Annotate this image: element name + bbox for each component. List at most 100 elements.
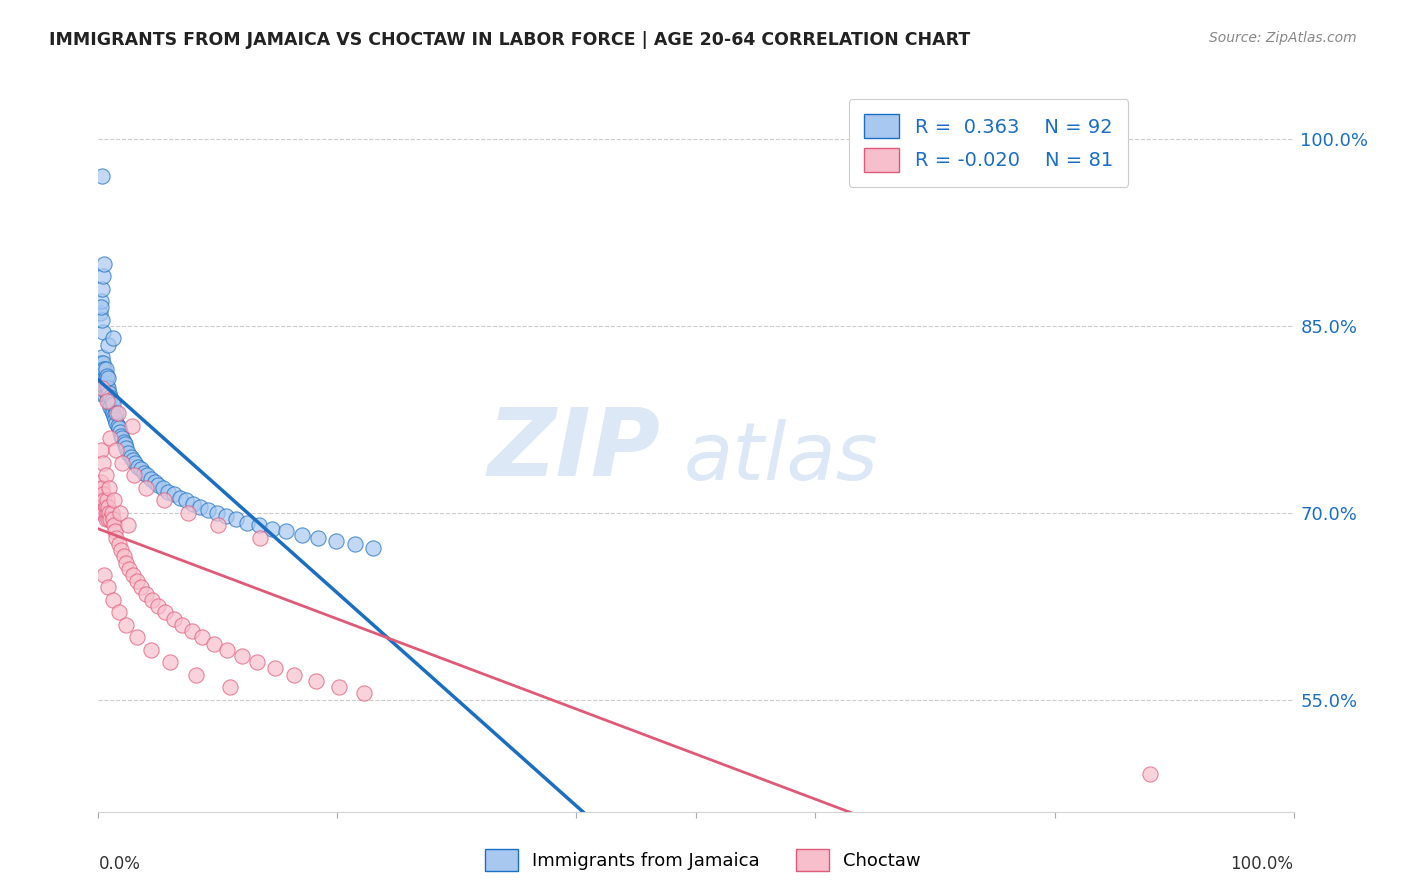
Point bbox=[97, 581, 120, 595]
Point bbox=[246, 655, 269, 669]
Point bbox=[197, 503, 219, 517]
Point bbox=[264, 661, 287, 675]
Point bbox=[93, 493, 115, 508]
Point bbox=[148, 478, 170, 492]
Point bbox=[89, 306, 111, 320]
Point bbox=[156, 484, 179, 499]
Point bbox=[124, 456, 146, 470]
Point bbox=[91, 371, 114, 385]
Point bbox=[101, 331, 124, 345]
Point bbox=[100, 506, 122, 520]
Point bbox=[90, 300, 112, 314]
Point bbox=[135, 587, 157, 601]
Point bbox=[93, 378, 115, 392]
Point bbox=[125, 630, 148, 644]
Point bbox=[104, 524, 127, 539]
Point bbox=[100, 393, 122, 408]
Point bbox=[101, 593, 124, 607]
Point bbox=[98, 431, 122, 445]
Point bbox=[363, 541, 385, 555]
Point bbox=[98, 512, 122, 526]
Text: ZIP: ZIP bbox=[488, 404, 661, 497]
Point bbox=[105, 443, 128, 458]
Point bbox=[97, 512, 120, 526]
Point bbox=[101, 397, 124, 411]
Point bbox=[152, 481, 174, 495]
Point bbox=[219, 680, 242, 694]
Point bbox=[108, 506, 131, 520]
Point bbox=[90, 487, 112, 501]
Point bbox=[153, 493, 176, 508]
Text: IMMIGRANTS FROM JAMAICA VS CHOCTAW IN LABOR FORCE | AGE 20-64 CORRELATION CHART: IMMIGRANTS FROM JAMAICA VS CHOCTAW IN LA… bbox=[49, 31, 970, 49]
Point bbox=[180, 624, 202, 639]
Point bbox=[217, 642, 239, 657]
Point bbox=[101, 512, 124, 526]
Point bbox=[96, 506, 118, 520]
Point bbox=[124, 468, 146, 483]
Point bbox=[107, 606, 129, 620]
Point bbox=[159, 655, 181, 669]
Point bbox=[132, 466, 155, 480]
Point bbox=[163, 612, 186, 626]
Point bbox=[107, 421, 129, 435]
Point bbox=[291, 528, 314, 542]
Point bbox=[98, 506, 121, 520]
Point bbox=[186, 667, 208, 681]
Point bbox=[135, 481, 157, 495]
Point bbox=[181, 497, 204, 511]
Point bbox=[91, 368, 114, 383]
Point bbox=[91, 169, 114, 184]
Point bbox=[112, 549, 135, 564]
Point bbox=[231, 648, 253, 663]
Point bbox=[260, 522, 283, 536]
Point bbox=[94, 512, 117, 526]
Point bbox=[91, 281, 114, 295]
Point bbox=[105, 531, 128, 545]
Point bbox=[97, 381, 120, 395]
Legend: Immigrants from Jamaica, Choctaw: Immigrants from Jamaica, Choctaw bbox=[478, 842, 928, 879]
Point bbox=[89, 362, 111, 376]
Point bbox=[105, 406, 128, 420]
Point bbox=[247, 518, 270, 533]
Text: 0.0%: 0.0% bbox=[98, 855, 141, 873]
Point bbox=[91, 381, 114, 395]
Point bbox=[89, 481, 111, 495]
Point bbox=[107, 418, 129, 433]
Point bbox=[122, 453, 145, 467]
Point bbox=[91, 362, 114, 376]
Point bbox=[98, 386, 121, 401]
Point bbox=[110, 543, 132, 558]
Point bbox=[103, 409, 125, 423]
Point bbox=[111, 431, 134, 445]
Point bbox=[328, 680, 350, 694]
Point bbox=[202, 636, 225, 650]
Point bbox=[93, 371, 115, 385]
Point bbox=[91, 456, 114, 470]
Point bbox=[163, 487, 186, 501]
Point bbox=[207, 518, 229, 533]
Point bbox=[107, 406, 129, 420]
Point bbox=[96, 387, 118, 401]
Point bbox=[115, 556, 138, 570]
Point bbox=[97, 337, 120, 351]
Point bbox=[90, 381, 112, 395]
Point bbox=[127, 459, 149, 474]
Point bbox=[215, 509, 238, 524]
Point bbox=[101, 406, 124, 420]
Point bbox=[90, 443, 112, 458]
Point bbox=[174, 493, 197, 508]
Point bbox=[249, 531, 271, 545]
Point bbox=[97, 371, 120, 385]
Point bbox=[118, 562, 141, 576]
Point bbox=[283, 667, 305, 681]
Point bbox=[94, 468, 117, 483]
Point bbox=[97, 500, 120, 514]
Point bbox=[93, 387, 115, 401]
Point bbox=[105, 416, 128, 430]
Point bbox=[110, 428, 132, 442]
Point bbox=[91, 375, 114, 389]
Point bbox=[141, 593, 163, 607]
Point bbox=[143, 475, 166, 489]
Point bbox=[307, 531, 329, 545]
Point bbox=[122, 568, 145, 582]
